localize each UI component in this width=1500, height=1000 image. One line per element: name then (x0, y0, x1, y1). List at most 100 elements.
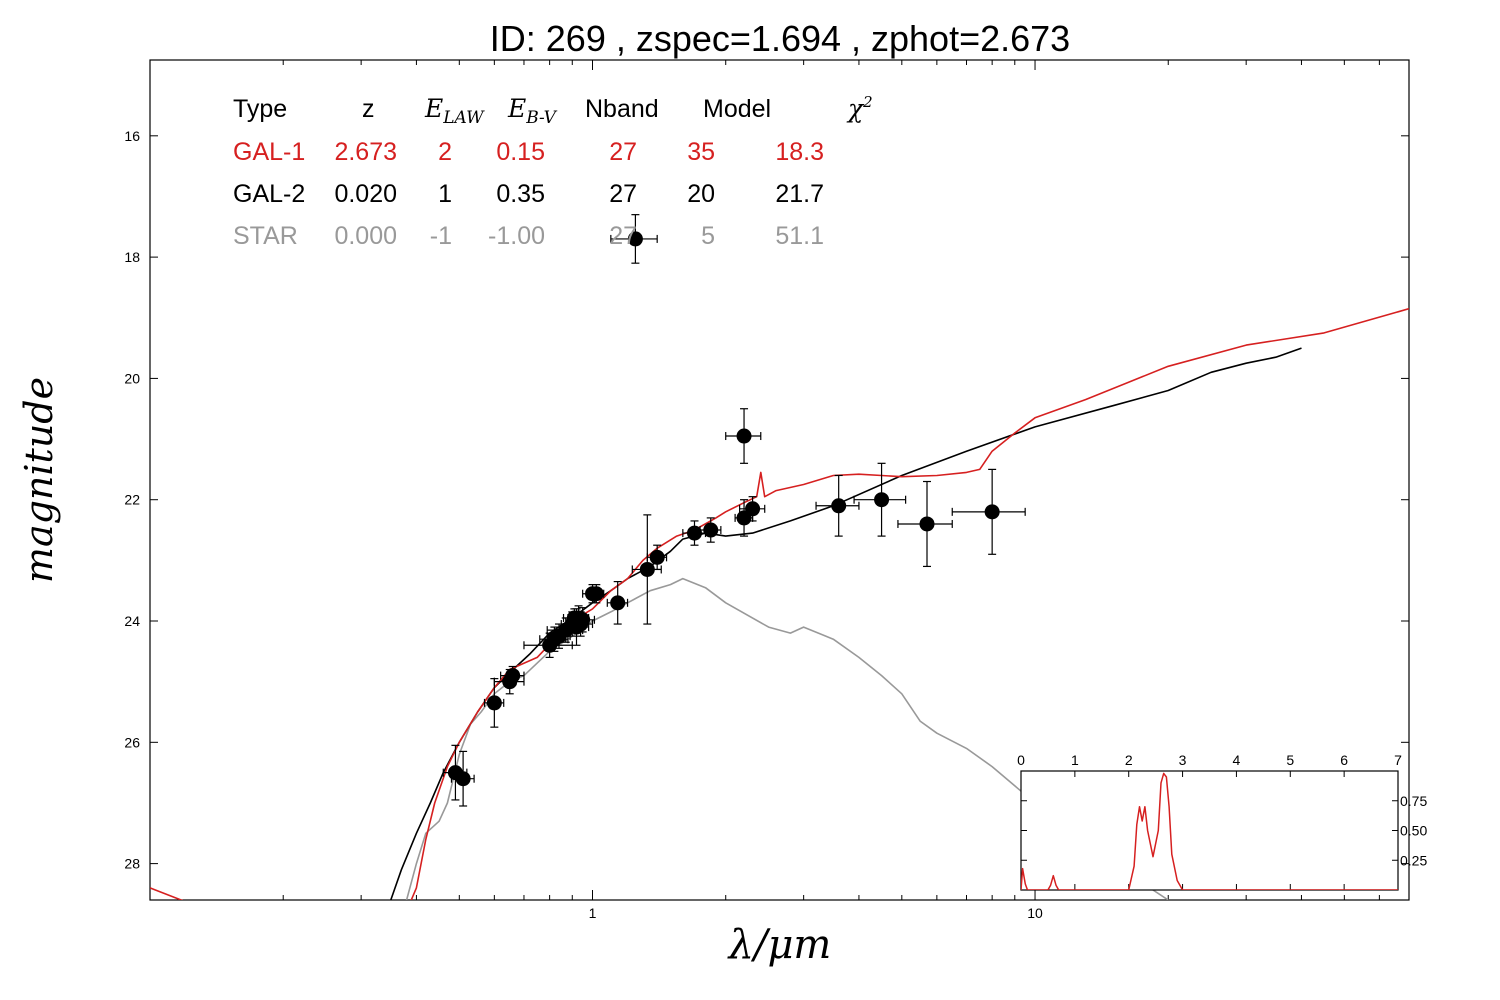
observation-point (500, 665, 525, 686)
observation-point (646, 544, 668, 571)
observation-marker (486, 695, 502, 711)
observation-point (569, 607, 596, 633)
table-cell: 51.1 (775, 222, 824, 250)
table-row: STAR 0.000 -1 -1.00 27 5 51.1 (233, 222, 824, 250)
table-cell: 0.15 (496, 138, 545, 166)
table-header-cell: z (362, 95, 375, 123)
table-cell: 18.3 (775, 138, 824, 166)
observation-marker (736, 428, 752, 444)
table-row: GAL-1 2.673 2 0.15 27 35 18.3 (233, 138, 824, 166)
table-cell: 20 (687, 180, 715, 208)
table-cell: STAR (233, 222, 298, 250)
inset-x-tick-label: 6 (1340, 752, 1348, 768)
observation-point (853, 462, 907, 537)
chart-title: ID: 269 , zspec=1.694 , zphot=2.673 (490, 18, 1070, 59)
observation-marker (984, 504, 1000, 520)
x-tick-label: 1 (589, 905, 597, 921)
inset-frame (1020, 770, 1399, 891)
series-line-gal-1 (150, 307, 1409, 900)
table-header-cell: Nband (585, 95, 659, 123)
observation-point (682, 520, 707, 546)
observation-marker (455, 771, 471, 787)
inset-y-tick-label: 0.50 (1400, 823, 1427, 839)
inset-x-tick-label: 0 (1017, 752, 1025, 768)
observation-marker (575, 612, 591, 628)
x-tick-label: 10 (1027, 905, 1043, 921)
table-cell: 0.35 (496, 180, 545, 208)
observation-point (897, 480, 953, 568)
table-cell: 1 (438, 180, 452, 208)
observation-point (725, 408, 762, 464)
inset-x-tick-label: 3 (1179, 752, 1187, 768)
inset-y-tick-label: 0.75 (1400, 793, 1427, 809)
observation-marker (505, 668, 521, 684)
observation-point (815, 474, 860, 537)
observation-marker (686, 525, 702, 541)
y-tick-label: 20 (124, 370, 140, 386)
table-cell: 21.7 (775, 180, 824, 208)
table-cell: 2.673 (334, 138, 397, 166)
inset-x-tick-label: 1 (1071, 752, 1079, 768)
x-axis-label: λ/μm (727, 922, 832, 968)
table-cell: -1 (430, 222, 452, 250)
table-row: GAL-2 0.020 1 0.35 27 20 21.7 (233, 180, 824, 208)
inset-series-group (1021, 772, 1398, 890)
observations-group (442, 214, 1026, 807)
inset-axis-ticks: 0 1 2 3 4 5 6 7 0.25 0.50 0.75 (1017, 752, 1427, 890)
observation-point (450, 750, 475, 807)
y-axis-label: magnitude (17, 377, 61, 583)
table-cell: 27 (609, 222, 637, 250)
table-header-cell: Model (703, 95, 771, 123)
observation-marker (874, 492, 890, 508)
observation-marker (831, 498, 847, 514)
observation-marker (610, 595, 626, 611)
observation-point (739, 496, 766, 522)
table-cell: 35 (687, 138, 715, 166)
observation-marker (649, 549, 665, 565)
observation-point (606, 580, 629, 625)
fit-summary-table: Type z ELAW EB-V Nband Model χ2 GAL-1 2.673 2 0.15… (233, 93, 873, 250)
table-cell: 5 (701, 222, 715, 250)
table-cell: 0.020 (334, 180, 397, 208)
inset-x-tick-label: 4 (1233, 752, 1241, 768)
y-tick-label: 16 (124, 128, 140, 144)
observation-point (483, 678, 505, 728)
observation-marker (639, 561, 655, 577)
redshift-pdf-inset: 0 1 2 3 4 5 6 7 0.25 0.50 0.75 (1017, 752, 1427, 891)
observation-point (631, 514, 662, 625)
pdf-z-line (1021, 772, 1398, 890)
table-cell: 27 (609, 138, 637, 166)
observation-point (610, 214, 658, 264)
inset-y-tick-label: 0.25 (1400, 852, 1427, 868)
table-cell: 27 (609, 180, 637, 208)
observation-point (588, 584, 605, 604)
inset-x-tick-label: 2 (1125, 752, 1133, 768)
observation-marker (745, 501, 761, 517)
table-header-cell: Type (233, 95, 287, 123)
table-cell: GAL-1 (233, 138, 305, 166)
series-line-star (405, 577, 1169, 900)
table-header-cell: EB-V (507, 94, 558, 128)
table-header-cell: ELAW (424, 94, 485, 128)
plot-frame (149, 59, 1410, 901)
observation-marker (627, 231, 643, 247)
table-cell: 2 (438, 138, 452, 166)
observation-point (699, 517, 722, 543)
y-tick-label: 28 (124, 856, 140, 872)
y-tick-label: 22 (124, 492, 140, 508)
table-cell: 0.000 (334, 222, 397, 250)
y-tick-label: 26 (124, 734, 140, 750)
observation-marker (703, 522, 719, 538)
table-cell: GAL-2 (233, 180, 305, 208)
observation-marker (919, 516, 935, 532)
table-header-row: Type z ELAW EB-V Nband Model χ2 (233, 93, 873, 128)
table-header-cell: χ2 (846, 93, 873, 123)
y-tick-label: 18 (124, 249, 140, 265)
inset-x-tick-label: 5 (1286, 752, 1294, 768)
inset-x-tick-label: 7 (1394, 752, 1402, 768)
y-tick-label: 24 (124, 613, 140, 629)
table-cell: -1.00 (488, 222, 545, 250)
